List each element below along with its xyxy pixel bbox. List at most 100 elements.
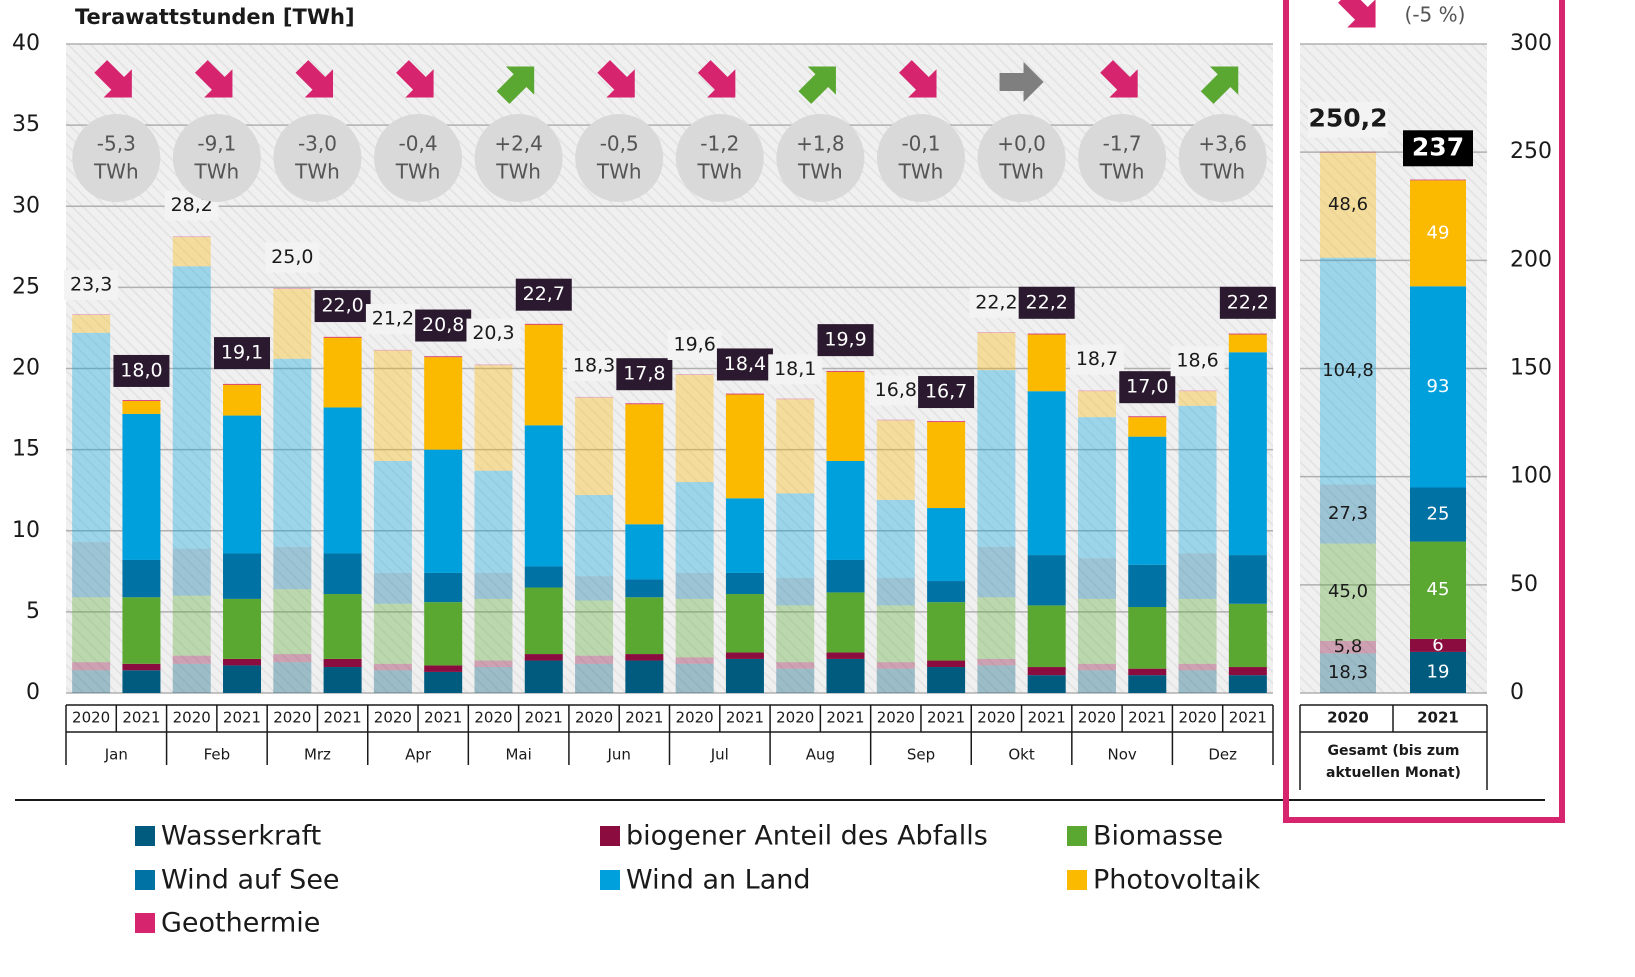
bar-segment [1228, 352, 1267, 556]
bar-segment [927, 667, 966, 693]
bar-segment [876, 499, 915, 578]
month-label: Jan [104, 746, 128, 764]
change-arrow [798, 66, 836, 104]
total-segment-label: 93 [1427, 376, 1450, 397]
change-label: -9,1 [197, 132, 236, 156]
bar-segment [373, 572, 412, 604]
total-label: 23,3 [70, 273, 112, 295]
change-unit: TWh [395, 160, 441, 184]
bar-segment [625, 404, 664, 525]
change-circle [876, 114, 965, 202]
bar-segment [725, 658, 764, 693]
total-label: 16,8 [875, 379, 917, 401]
year-label: 2020 [1327, 709, 1369, 727]
bar-segment [373, 460, 412, 573]
total-bar-segment [1320, 484, 1376, 544]
year-label: 2021 [625, 709, 663, 727]
bar-segment [977, 331, 1016, 333]
total-label-box [817, 324, 874, 357]
month-label: Nov [1107, 746, 1136, 764]
bar-segment [575, 600, 614, 656]
bar-segment [122, 413, 161, 560]
bar-segment [424, 357, 463, 450]
total-bar-segment [1410, 286, 1466, 488]
total-label: 18,4 [724, 353, 766, 375]
bar-segment [1128, 564, 1167, 608]
change-circle [1078, 114, 1167, 202]
total-bar-segment [1320, 151, 1376, 153]
total-label-box [365, 304, 420, 335]
bar-segment [1178, 391, 1217, 406]
year-label: 2021 [525, 709, 563, 727]
change-label: -1,2 [700, 132, 739, 156]
total-label-box [1170, 346, 1225, 377]
y2-tick-label: 200 [1510, 247, 1552, 272]
total-segment-label: 48,6 [1328, 194, 1368, 215]
total-segment-label: 49 [1427, 222, 1450, 243]
y2-tick-label: 150 [1510, 356, 1552, 381]
bar-segment [474, 667, 513, 693]
total-bar-segment [1320, 257, 1376, 485]
year-label: 2021 [324, 709, 362, 727]
bar-segment [776, 662, 815, 669]
change-circle [675, 114, 764, 202]
y-tick-label: 0 [26, 680, 40, 705]
legend-label: biogener Anteil des Abfalls [626, 821, 988, 852]
bar-segment [776, 605, 815, 663]
total-label-box [1219, 286, 1276, 319]
bar-segment [323, 553, 362, 595]
bar-segment [675, 374, 714, 483]
month-label: Sep [907, 746, 935, 764]
total-label-box [1018, 286, 1075, 319]
bar-segment [977, 332, 1016, 371]
y2-tick-label: 50 [1510, 572, 1538, 597]
total-label: 22,0 [321, 295, 363, 317]
total-segment-label: 18,3 [1328, 662, 1368, 683]
bar-segment [1077, 390, 1116, 392]
bar-segment [524, 654, 563, 661]
bar-segment [373, 663, 412, 671]
change-circle [776, 114, 865, 202]
bar-segment [826, 371, 865, 461]
bar-segment [122, 559, 161, 598]
month-label: Mrz [304, 746, 331, 764]
total-segment-label: 25 [1427, 504, 1450, 525]
change-circle [474, 114, 563, 202]
total-label-box [113, 354, 170, 387]
year-label: 2021 [927, 709, 965, 727]
change-unit: TWh [294, 160, 340, 184]
change-arrow [899, 60, 937, 98]
bar-segment [122, 400, 161, 414]
y-tick-label: 25 [12, 274, 40, 299]
legend-swatch [600, 870, 620, 890]
year-label: 2020 [776, 709, 814, 727]
bar-segment [223, 384, 262, 416]
change-unit: TWh [1099, 160, 1145, 184]
bar-segment [474, 364, 513, 366]
y2-tick-label: 300 [1510, 31, 1552, 56]
bar-segment [373, 670, 412, 693]
bar-segment [826, 370, 865, 372]
change-arrow [1200, 66, 1239, 104]
change-label: -3,0 [298, 132, 337, 156]
year-label: 2021 [1128, 709, 1166, 727]
total-category: Gesamt (bis zum aktuellen Monat) [1326, 743, 1461, 781]
total-label: 22,2 [975, 291, 1017, 313]
bar-segment [927, 508, 966, 582]
total-bar-segment [1410, 487, 1466, 542]
y2-tick-label: 0 [1510, 680, 1524, 705]
total-bar-segment [1410, 180, 1466, 287]
change-arrow [94, 60, 132, 98]
month-label: Feb [204, 746, 231, 764]
change-arrow [194, 60, 233, 98]
change-unit: TWh [998, 160, 1044, 184]
bar-segment [575, 495, 614, 577]
total-label: 20,8 [422, 314, 464, 336]
bar-segment [474, 365, 513, 471]
legend-swatch [1067, 870, 1087, 890]
change-arrow [1100, 60, 1138, 98]
total-label: 18,3 [573, 355, 615, 377]
total-label: 22,2 [1227, 291, 1269, 313]
total-sum-box [1403, 130, 1473, 167]
